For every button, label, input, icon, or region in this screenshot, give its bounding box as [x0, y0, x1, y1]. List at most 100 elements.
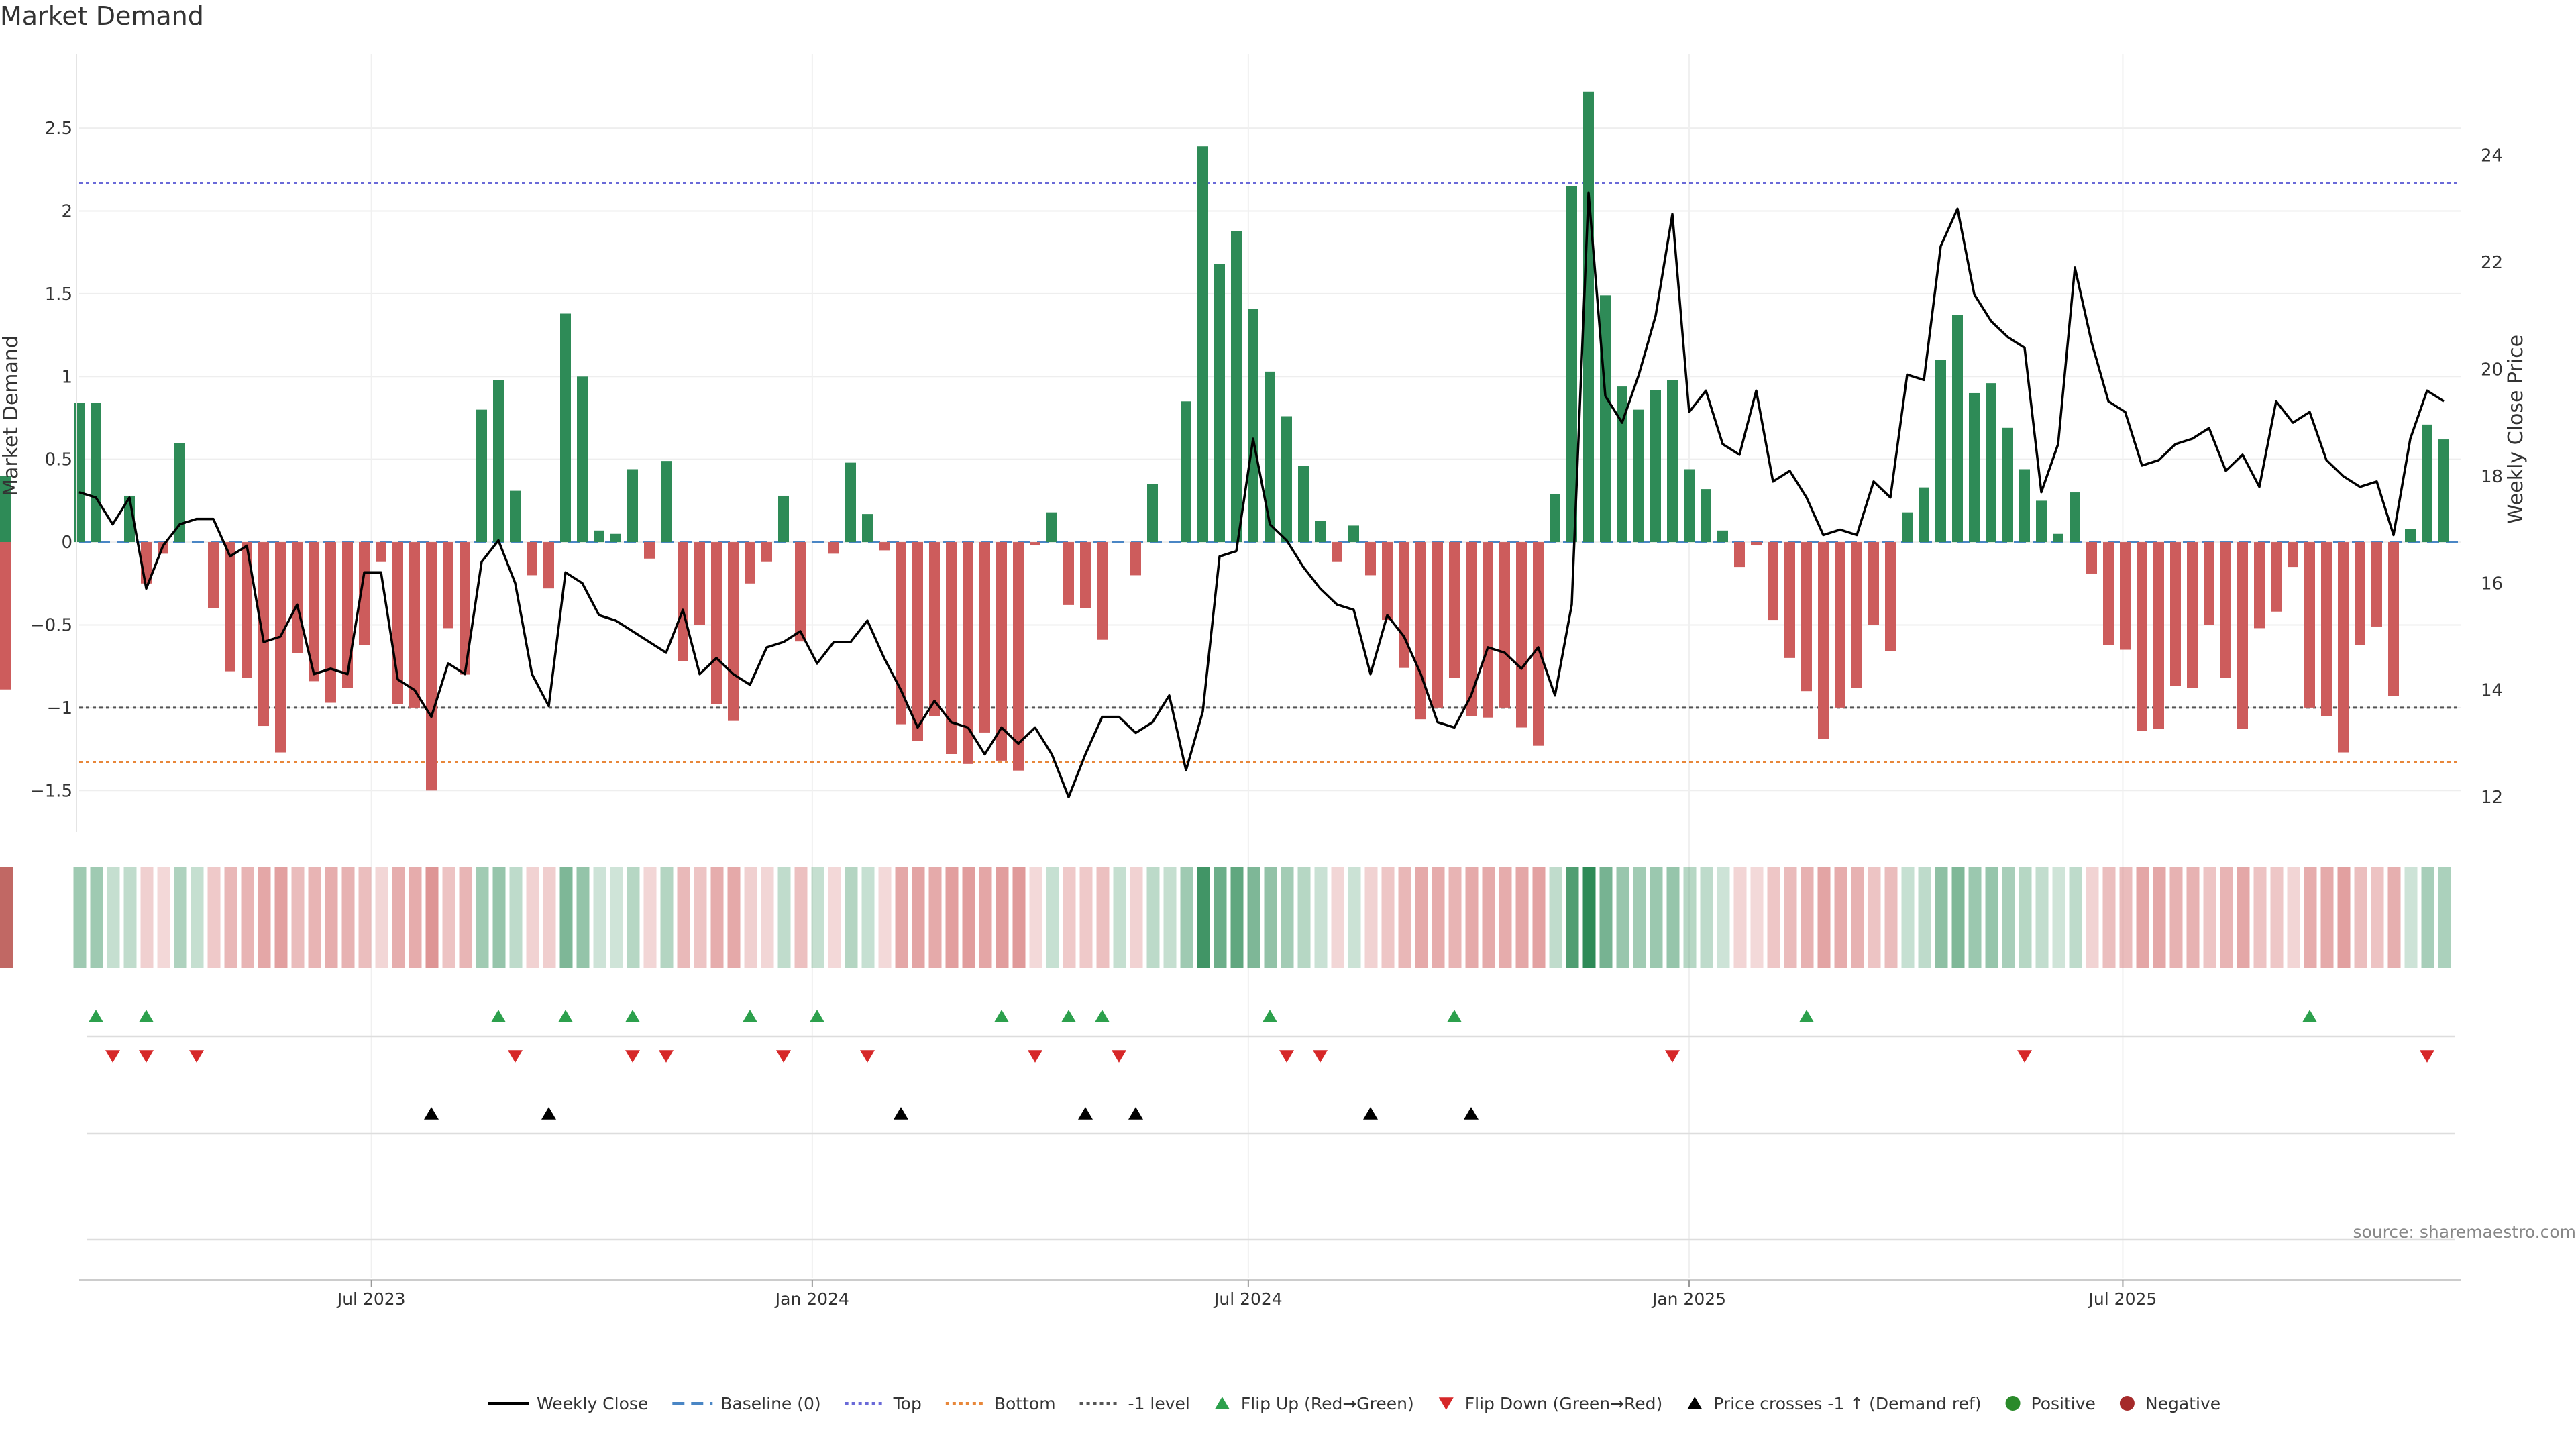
heat-cell — [0, 867, 13, 968]
heat-cell — [341, 867, 355, 968]
demand-bar-positive — [476, 409, 487, 543]
demand-bar-positive — [510, 490, 521, 543]
heat-cell — [0, 867, 13, 968]
price-cross-marker — [1078, 1107, 1093, 1120]
heat-cell — [2052, 867, 2065, 968]
heat-cell — [1146, 867, 1160, 968]
flip-up-marker — [1061, 1010, 1076, 1022]
demand-bar-positive — [2053, 533, 2063, 543]
heat-cell — [2002, 867, 2015, 968]
heat-cell — [2438, 867, 2451, 968]
demand-bar-negative — [2388, 542, 2399, 696]
heat-cell — [1582, 867, 1596, 968]
heat-cell — [1884, 867, 1898, 968]
page-title: Market Demand — [0, 1, 204, 31]
demand-bar-positive — [1617, 386, 1627, 543]
demand-bar-negative — [1332, 542, 1342, 562]
heat-cell — [1515, 867, 1529, 968]
heat-cell — [0, 867, 13, 968]
demand-bar-positive — [577, 376, 588, 543]
heat-cell — [1935, 867, 1948, 968]
heat-cell — [1599, 867, 1613, 968]
flip-down-marker — [105, 1050, 120, 1063]
demand-bar-negative — [2086, 542, 2097, 574]
flip-down-marker — [139, 1050, 154, 1063]
demand-bar-positive — [1315, 521, 1326, 543]
y2-tick-label: 22 — [2481, 253, 2503, 273]
legend-label: Baseline (0) — [720, 1394, 820, 1413]
demand-bar-negative — [1851, 542, 1862, 688]
heat-cell — [2387, 867, 2401, 968]
y-tick-label: −1 — [47, 698, 72, 718]
triangle-up-green-icon — [1214, 1397, 1230, 1409]
heat-cell — [660, 867, 674, 968]
price-cross-marker — [894, 1107, 908, 1120]
price-cross-marker — [1128, 1107, 1143, 1120]
heat-cell — [1733, 867, 1747, 968]
legend: Weekly Close Baseline (0) Top Bottom -1 leve… — [488, 1394, 2220, 1413]
heat-cell — [2019, 867, 2032, 968]
flip-up-marker — [1263, 1010, 1277, 1022]
demand-bar-negative — [2103, 542, 2114, 645]
heat-cell — [1314, 867, 1328, 968]
legend-item: Negative — [2119, 1394, 2220, 1413]
legend-item: Flip Up (Red→Green) — [1214, 1394, 1414, 1413]
heat-cell — [526, 867, 539, 968]
heat-cell — [895, 867, 908, 968]
flip-up-marker — [1447, 1010, 1462, 1022]
price-cross-marker — [541, 1107, 556, 1120]
heat-cell — [1180, 867, 1193, 968]
demand-bar-negative — [2355, 542, 2365, 645]
demand-bar-negative — [1516, 542, 1527, 728]
heat-cell — [90, 867, 103, 968]
heat-cell — [2136, 867, 2149, 968]
demand-bar-negative — [443, 542, 453, 629]
demand-bar-negative — [2120, 542, 2131, 650]
heat-cell — [1918, 867, 1931, 968]
demand-bar-positive — [2019, 469, 2030, 543]
heat-cell — [1297, 867, 1311, 968]
demand-bar-positive — [560, 313, 571, 543]
heat-cell — [0, 867, 13, 968]
flip-up-marker — [491, 1010, 506, 1022]
demand-bar-positive — [627, 469, 638, 543]
heat-cell — [2035, 867, 2049, 968]
heat-cell — [1851, 867, 1864, 968]
legend-label: -1 level — [1128, 1394, 1190, 1413]
heat-cell — [576, 867, 590, 968]
demand-bar-positive — [2036, 500, 2047, 543]
heat-cell — [1683, 867, 1697, 968]
heat-cell — [157, 867, 170, 968]
demand-bar-negative — [1466, 542, 1477, 716]
heat-cell — [710, 867, 724, 968]
heat-cell — [509, 867, 523, 968]
demand-bar-negative — [1483, 542, 1493, 718]
demand-bar-positive — [1919, 487, 1929, 543]
demand-bar-positive — [1717, 530, 1728, 543]
demand-bar-negative — [745, 542, 755, 584]
demand-bars — [0, 91, 2449, 791]
event-markers — [87, 1010, 2455, 1241]
flip-up-marker — [558, 1010, 573, 1022]
heat-cell — [123, 867, 137, 968]
heat-cell — [1381, 867, 1395, 968]
demand-bar-positive — [1550, 494, 1560, 543]
demand-bar-negative — [342, 542, 353, 688]
heat-cell — [325, 867, 338, 968]
y-tick-label: 2.5 — [45, 119, 72, 139]
heat-cell — [73, 867, 87, 968]
legend-label: Flip Up (Red→Green) — [1241, 1394, 1414, 1413]
demand-bar-positive — [1667, 380, 1678, 543]
x-tick-label: Jul 2025 — [2088, 1289, 2157, 1309]
demand-bar-negative — [309, 542, 319, 682]
demand-bar-positive — [2422, 424, 2432, 543]
heat-cell — [2237, 867, 2250, 968]
heat-cell — [2119, 867, 2133, 968]
demand-bar-negative — [996, 542, 1007, 761]
demand-bar-negative — [828, 542, 839, 554]
demand-bar-negative — [2321, 542, 2332, 716]
demand-bar-negative — [426, 542, 437, 791]
demand-bar-positive — [1298, 466, 1309, 543]
heat-cell — [2421, 867, 2434, 968]
demand-bar-positive — [1969, 392, 1980, 543]
